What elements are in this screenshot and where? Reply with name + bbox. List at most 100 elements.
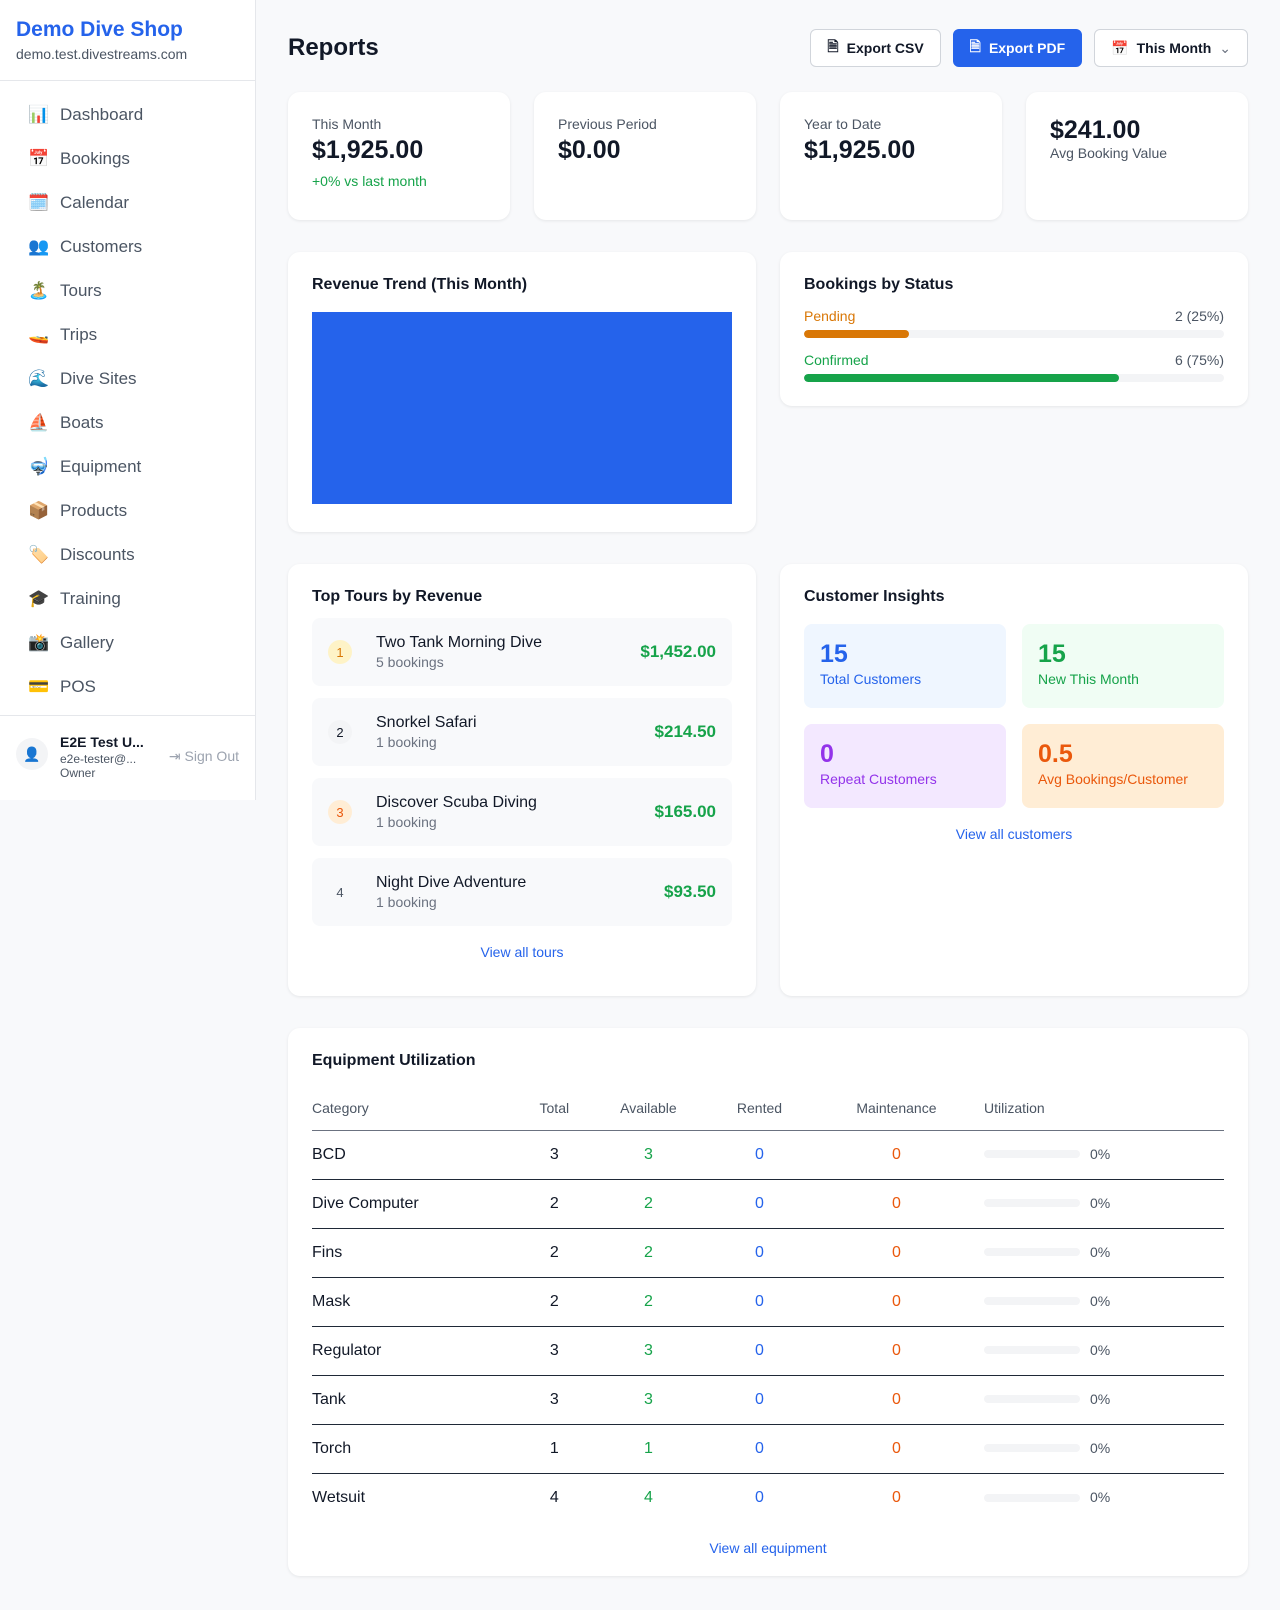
tour-info: Snorkel Safari 1 booking	[376, 714, 477, 750]
sidebar-item-calendar[interactable]: 🗓️ Calendar	[0, 181, 255, 225]
maintenance-cell: 0	[808, 1375, 984, 1425]
sidebar-item-dashboard[interactable]: 📊 Dashboard	[0, 93, 255, 137]
tour-name: Snorkel Safari	[376, 714, 477, 731]
view-all-tours-link[interactable]: View all tours	[480, 944, 564, 960]
export-pdf-button[interactable]: 🗎 Export PDF	[952, 29, 1083, 67]
insight-tile: 15 Total Customers	[804, 624, 1006, 708]
insight-value: 0	[820, 740, 834, 768]
utilization-bar	[984, 1444, 1080, 1453]
sidebar-item-tours[interactable]: 🏝️ Tours	[0, 269, 255, 313]
sidebar-item-equipment[interactable]: 🤿 Equipment	[0, 445, 255, 489]
discounts-icon: 🏷️	[28, 545, 50, 564]
brand: Demo Dive Shop demo.test.divestreams.com	[0, 0, 255, 81]
tour-row[interactable]: 1 Two Tank Morning Dive 5 bookings $1,452.0…	[312, 618, 732, 686]
utilization-percent: 0%	[1090, 1439, 1111, 1456]
sign-out-button[interactable]: ⇥ Sign Out	[169, 748, 239, 782]
utilization-bar	[984, 1346, 1080, 1355]
total-cell: 2	[522, 1179, 587, 1229]
card-title: Top Tours by Revenue	[312, 588, 483, 605]
page-title: Reports	[288, 34, 379, 61]
view-all-equipment-link[interactable]: View all equipment	[709, 1540, 827, 1556]
sidebar-item-bookings[interactable]: 📅 Bookings	[0, 137, 255, 181]
tour-name: Discover Scuba Diving	[376, 794, 537, 811]
sidebar-item-boats[interactable]: ⛵ Boats	[0, 401, 255, 445]
sidebar-item-training[interactable]: 🎓 Training	[0, 577, 255, 621]
status-count: 6 (75%)	[1174, 352, 1224, 368]
tour-row[interactable]: 2 Snorkel Safari 1 booking $214.50	[312, 698, 732, 766]
tour-rank-badge: 1	[328, 640, 352, 664]
rented-cell: 0	[710, 1179, 809, 1229]
sidebar-item-customers[interactable]: 👥 Customers	[0, 225, 255, 269]
utilization-percent: 0%	[1090, 1341, 1111, 1358]
column-header: Maintenance	[808, 1086, 984, 1131]
sidebar-item-trips[interactable]: 🚤 Trips	[0, 313, 255, 357]
tour-info: Discover Scuba Diving 1 booking	[376, 794, 537, 830]
rented-cell: 0	[710, 1130, 809, 1180]
insight-tile: 15 New This Month	[1022, 624, 1224, 708]
utilization-percent: 0%	[1090, 1292, 1111, 1309]
available-cell: 2	[586, 1277, 711, 1327]
rented-cell: 0	[710, 1228, 809, 1278]
sidebar-item-dive-sites[interactable]: 🌊 Dive Sites	[0, 357, 255, 401]
chevron-down-icon: ⌄	[1219, 39, 1231, 56]
sidebar-item-label: Training	[60, 589, 121, 608]
brand-domain: demo.test.divestreams.com	[16, 46, 188, 62]
utilization-percent: 0%	[1090, 1243, 1111, 1260]
status-label: Pending	[804, 308, 856, 324]
tour-row[interactable]: 3 Discover Scuba Diving 1 booking $165.00	[312, 778, 732, 846]
utilization-cell: 0%	[984, 1375, 1224, 1425]
sidebar-item-label: Dive Sites	[60, 369, 137, 388]
maintenance-cell: 0	[808, 1130, 984, 1180]
trips-icon: 🚤	[28, 325, 50, 344]
maintenance-cell: 0	[808, 1277, 984, 1327]
stat-label: This Month	[312, 116, 382, 132]
insight-tile: 0.5 Avg Bookings/Customer	[1022, 724, 1224, 808]
calendar-icon: 📅	[1111, 39, 1129, 56]
tour-rank-badge: 2	[328, 720, 352, 744]
category-cell: Fins	[312, 1228, 522, 1278]
table-row: Dive Computer 2 2 0 0 0%	[312, 1179, 1224, 1229]
stats-row: This Month $1,925.00 +0% vs last month P…	[288, 92, 1248, 220]
rented-cell: 0	[710, 1424, 809, 1474]
category-cell: Wetsuit	[312, 1488, 366, 1506]
column-header: Utilization	[984, 1086, 1224, 1131]
export-csv-button[interactable]: 🗎 Export CSV	[810, 29, 941, 67]
bookings-status-card: Bookings by Status Pending 2 (25%) Confirm…	[780, 252, 1248, 406]
sidebar-item-label: Calendar	[60, 193, 129, 212]
category-cell: Mask	[312, 1277, 522, 1327]
sidebar-item-label: POS	[60, 677, 96, 696]
stat-value: $0.00	[558, 136, 621, 164]
status-header: Pending 2 (25%)	[804, 308, 1224, 324]
status-progress-fill	[804, 330, 909, 338]
sidebar-item-discounts[interactable]: 🏷️ Discounts	[0, 533, 255, 577]
maintenance-cell: 0	[808, 1228, 984, 1278]
export-csv-label: Export CSV	[846, 40, 924, 56]
category-cell: BCD	[312, 1130, 522, 1180]
page-header: Reports 🗎 Export CSV 🗎 Export PDF 📅 This Mo…	[288, 0, 1248, 98]
available-cell: 1	[586, 1424, 711, 1474]
customer-insights-card: Customer Insights 15 Total Customers 15 New…	[780, 564, 1248, 996]
card-title: Revenue Trend (This Month)	[312, 276, 528, 293]
table-row: Mask 2 2 0 0 0%	[312, 1277, 1224, 1327]
utilization-percent: 0%	[1090, 1145, 1111, 1162]
utilization-cell: 0%	[984, 1326, 1224, 1376]
user-panel: 👤 E2E Test U... e2e-tester@... Owner ⇥ S…	[0, 715, 255, 800]
sidebar-item-label: Dashboard	[60, 105, 144, 124]
tour-row[interactable]: 4 Night Dive Adventure 1 booking $93.50	[312, 858, 732, 926]
insight-tile: 0 Repeat Customers	[804, 724, 1006, 808]
available-cell: 3	[586, 1375, 711, 1425]
maintenance-cell: 0	[808, 1424, 984, 1474]
brand-name[interactable]: Demo Dive Shop	[16, 18, 183, 41]
equipment-utilization-card: Equipment Utilization Category Total Avail…	[288, 1028, 1248, 1576]
tour-revenue: $93.50	[664, 882, 716, 901]
dive-sites-icon: 🌊	[28, 369, 50, 388]
sign-out-label: Sign Out	[184, 748, 239, 764]
sidebar-item-products[interactable]: 📦 Products	[0, 489, 255, 533]
column-header: Total	[522, 1086, 587, 1131]
pos-icon: 💳	[28, 677, 50, 696]
view-all-customers-link[interactable]: View all customers	[955, 826, 1073, 842]
period-select[interactable]: 📅 This Month ⌄	[1094, 29, 1248, 67]
sidebar-item-gallery[interactable]: 📸 Gallery	[0, 621, 255, 665]
sidebar-item-pos[interactable]: 💳 POS	[0, 665, 255, 709]
sidebar-nav: 📊 Dashboard 📅 Bookings 🗓️ Calendar 👥 Customers 🏝…	[0, 81, 255, 709]
